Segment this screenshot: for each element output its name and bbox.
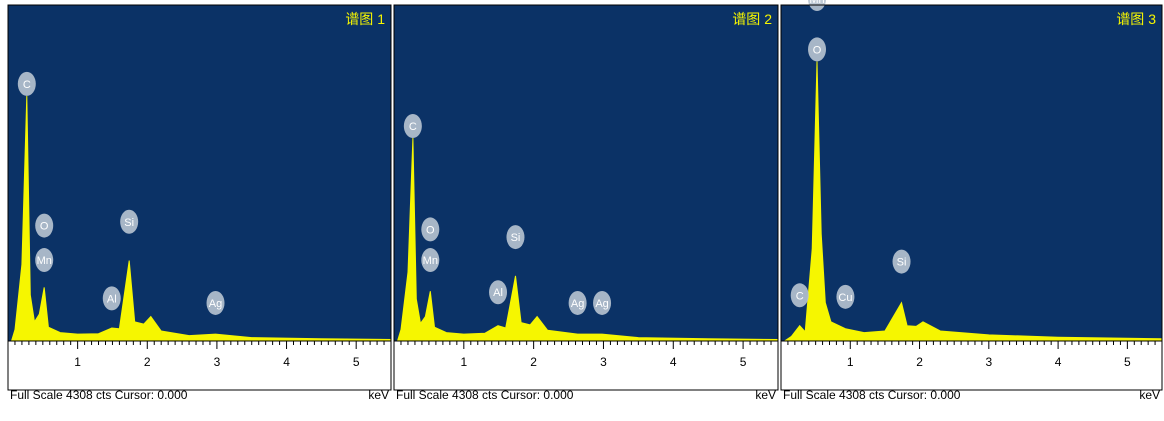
unit-label: keV bbox=[755, 388, 776, 402]
peak-label-si: Si bbox=[120, 209, 139, 234]
peak-label-si: Si bbox=[892, 249, 911, 274]
spectrum-series bbox=[10, 95, 392, 342]
svg-text:O: O bbox=[426, 224, 435, 236]
panel-border bbox=[393, 4, 779, 391]
svg-text:O: O bbox=[40, 221, 49, 233]
unit-label: keV bbox=[368, 388, 389, 402]
spectrum-title: 谱图 3 bbox=[1116, 11, 1156, 27]
x-tick-label: 1 bbox=[460, 355, 467, 369]
x-tick-label: 4 bbox=[670, 355, 677, 369]
footer-text: Full Scale 4308 cts Cursor: 0.000 bbox=[10, 388, 188, 402]
x-tick-label: 3 bbox=[985, 355, 992, 369]
spectrum-panel-1: C O Mn Al Si Ag 谱图 1 1 2 3 4 5 Full Scale 4308 cts C… bbox=[7, 4, 392, 402]
peak-label-ag: Ag bbox=[206, 290, 225, 315]
spectrum-series bbox=[782, 61, 1163, 342]
svg-text:Al: Al bbox=[107, 293, 117, 305]
x-axis-box bbox=[7, 340, 392, 391]
peak-label-si: Si bbox=[506, 225, 525, 250]
spectrum-series bbox=[396, 137, 779, 342]
footer-text: Full Scale 4308 cts Cursor: 0.000 bbox=[396, 388, 574, 402]
peak-label-mn: Mn bbox=[421, 248, 440, 273]
x-tick-label: 2 bbox=[144, 355, 151, 369]
svg-text:O: O bbox=[813, 44, 822, 56]
peak-label-c: C bbox=[790, 283, 809, 308]
svg-text:Mn: Mn bbox=[37, 255, 52, 267]
peak-label-o: O bbox=[808, 37, 827, 62]
peak-label-o: O bbox=[421, 217, 440, 242]
peak-label-c: C bbox=[17, 71, 36, 96]
spectrum-title: 谱图 2 bbox=[732, 11, 772, 27]
x-tick-label: 3 bbox=[600, 355, 607, 369]
spectrum-title: 谱图 1 bbox=[345, 11, 385, 27]
panel-border bbox=[780, 4, 1163, 391]
peak-label-c: C bbox=[403, 114, 422, 139]
x-tick-label: 1 bbox=[74, 355, 81, 369]
svg-text:Mn: Mn bbox=[423, 255, 438, 267]
peak-label-ag: Ag bbox=[568, 290, 587, 315]
svg-text:C: C bbox=[409, 121, 417, 133]
x-axis-box bbox=[393, 340, 779, 391]
svg-text:Si: Si bbox=[897, 257, 907, 269]
peak-label-mn: Mn bbox=[35, 248, 54, 273]
x-tick-label: 4 bbox=[1055, 355, 1062, 369]
svg-text:C: C bbox=[796, 290, 804, 302]
svg-text:Si: Si bbox=[124, 217, 134, 229]
spectrum-panel-2: C O Mn Al Si Ag Ag 谱图 2 1 2 3 4 5 Full Scale 4308 cts… bbox=[393, 4, 779, 402]
peak-label-ag: Ag bbox=[593, 290, 612, 315]
svg-text:Ag: Ag bbox=[571, 298, 584, 310]
x-tick-label: 1 bbox=[847, 355, 854, 369]
svg-text:Mn: Mn bbox=[809, 0, 824, 6]
svg-text:Si: Si bbox=[511, 232, 521, 244]
x-tick-label: 5 bbox=[740, 355, 747, 369]
x-tick-label: 5 bbox=[353, 355, 360, 369]
svg-text:Ag: Ag bbox=[209, 298, 222, 310]
plot-background bbox=[8, 5, 391, 341]
svg-text:C: C bbox=[23, 79, 31, 91]
spectrum-panel-3: Mn O C Cu Si 谱图 3 1 2 3 4 5 Full Scale 4308 cts Cur… bbox=[780, 0, 1163, 402]
x-tick-label: 5 bbox=[1124, 355, 1131, 369]
x-tick-label: 2 bbox=[916, 355, 923, 369]
peak-label-o: O bbox=[35, 213, 54, 238]
x-tick-label: 4 bbox=[283, 355, 290, 369]
svg-text:Al: Al bbox=[493, 287, 503, 299]
x-tick-label: 2 bbox=[530, 355, 537, 369]
peak-label-cu: Cu bbox=[836, 284, 855, 309]
svg-text:Ag: Ag bbox=[595, 298, 608, 310]
x-tick-label: 3 bbox=[214, 355, 221, 369]
svg-text:Cu: Cu bbox=[838, 292, 852, 304]
x-axis-box bbox=[780, 340, 1163, 391]
panel-border bbox=[7, 4, 392, 391]
footer-text: Full Scale 4308 cts Cursor: 0.000 bbox=[783, 388, 961, 402]
peak-label-al: Al bbox=[102, 286, 121, 311]
plot-background bbox=[394, 5, 778, 341]
peak-label-al: Al bbox=[489, 280, 508, 305]
unit-label: keV bbox=[1139, 388, 1160, 402]
